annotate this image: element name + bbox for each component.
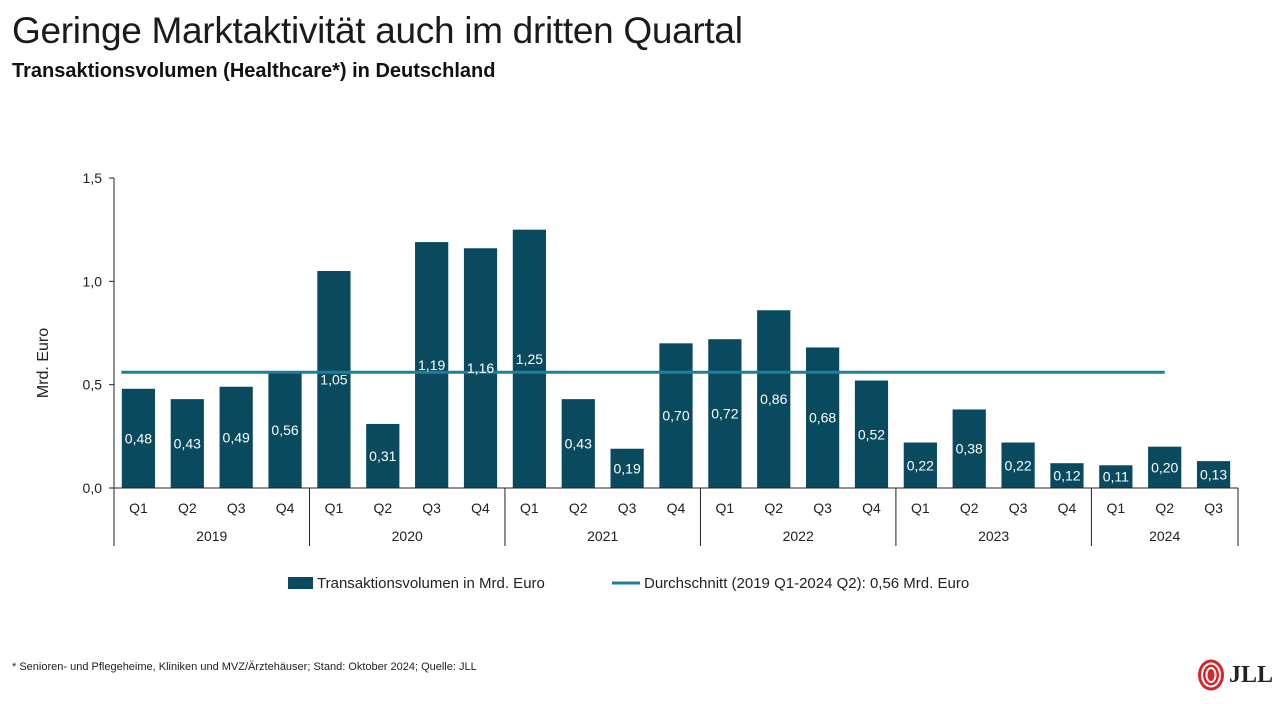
data-label: 0,48 [125, 430, 152, 446]
x-tick-label: Q4 [667, 500, 686, 516]
bar [1001, 442, 1035, 488]
x-tick-label: Q3 [227, 500, 246, 516]
data-label: 0,72 [711, 406, 738, 422]
bar [463, 248, 498, 488]
year-label: 2021 [587, 528, 618, 544]
bar [366, 423, 400, 488]
bar [512, 229, 547, 488]
data-label: 1,25 [516, 351, 543, 367]
logo-text: JLL [1229, 661, 1274, 688]
data-label: 0,13 [1200, 467, 1227, 483]
y-tick-label: 1,5 [83, 170, 103, 186]
jll-logo: JLL [1196, 658, 1273, 692]
jll-flame-logo-icon [1198, 659, 1224, 691]
bar [903, 442, 937, 488]
y-tick-label: 0,0 [83, 480, 103, 496]
year-label: 2019 [196, 528, 227, 544]
bar [1196, 461, 1231, 488]
data-label: 1,16 [467, 360, 494, 376]
x-tick-label: Q2 [569, 500, 588, 516]
year-label: 2020 [392, 528, 423, 544]
x-tick-label: Q1 [325, 500, 344, 516]
bar [1148, 446, 1182, 488]
data-label: 0,56 [271, 422, 298, 438]
year-label: 2023 [978, 528, 1009, 544]
data-label: 0,12 [1053, 468, 1080, 484]
x-tick-label: Q3 [422, 500, 441, 516]
x-tick-label: Q1 [716, 500, 735, 516]
x-tick-label: Q2 [960, 500, 979, 516]
x-tick-label: Q1 [129, 500, 148, 516]
x-tick-label: Q4 [1058, 500, 1077, 516]
x-tick-label: Q1 [1106, 500, 1125, 516]
data-label: 0,43 [565, 436, 592, 452]
x-tick-label: Q3 [1204, 500, 1223, 516]
bar-chart: 0,0 0,5 1,0 1,5 Mrd. Euro 0,48 0,43 0,49 0,56 1,0… [35, 170, 1239, 592]
y-tick-label: 0,5 [83, 377, 103, 393]
x-tick-label: Q2 [373, 500, 392, 516]
bar [952, 409, 986, 488]
x-tick-label: Q2 [764, 500, 783, 516]
bar [1099, 465, 1133, 488]
bar [561, 399, 595, 488]
page-subtitle: Transaktionsvolumen (Healthcare*) in Deu… [12, 60, 496, 82]
x-tick-label: Q4 [276, 500, 295, 516]
y-axis-label: Mrd. Euro [35, 328, 52, 398]
x-tick-label: Q3 [1009, 500, 1028, 516]
x-tick-label: Q3 [618, 500, 637, 516]
data-label: 0,70 [662, 408, 689, 424]
bar [659, 343, 693, 488]
data-label: 0,20 [1151, 459, 1178, 475]
x-tick-label: Q4 [862, 500, 881, 516]
year-label: 2022 [783, 528, 814, 544]
data-label: 0,43 [174, 436, 201, 452]
data-label: 0,86 [760, 391, 787, 407]
bar [317, 271, 351, 488]
data-label: 0,22 [1004, 457, 1031, 473]
x-tick-label: Q2 [178, 500, 197, 516]
y-tick-label: 1,0 [83, 273, 103, 289]
data-label: 0,31 [369, 448, 396, 464]
page-title: Geringe Marktaktivität auch im dritten Q… [12, 10, 743, 51]
data-label: 1,05 [320, 372, 347, 388]
bar [708, 339, 742, 488]
bar [1050, 463, 1084, 488]
bar [121, 388, 156, 488]
legend-bar-swatch [288, 577, 313, 589]
data-label: 0,49 [223, 429, 250, 445]
x-tick-label: Q2 [1155, 500, 1174, 516]
bar [268, 372, 302, 488]
data-label: 0,11 [1103, 469, 1129, 485]
year-label: 2024 [1149, 528, 1180, 544]
footnote: * Senioren- und Pflegeheime, Kliniken un… [12, 661, 477, 673]
legend-line-label: Durchschnitt (2019 Q1-2024 Q2): 0,56 Mrd… [644, 575, 969, 592]
bar [219, 386, 253, 488]
x-tick-label: Q4 [471, 500, 490, 516]
data-label: 0,38 [956, 441, 983, 457]
data-label: 0,52 [858, 426, 885, 442]
x-tick-label: Q1 [911, 500, 930, 516]
bar [757, 310, 791, 488]
data-label: 0,19 [614, 460, 641, 476]
legend-bar-label: Transaktionsvolumen in Mrd. Euro [317, 575, 545, 592]
bar [854, 380, 889, 488]
bar [170, 399, 204, 488]
data-label: 0,22 [907, 457, 934, 473]
bar [415, 242, 449, 488]
data-label: 1,19 [418, 357, 445, 373]
x-tick-label: Q3 [813, 500, 832, 516]
x-tick-label: Q1 [520, 500, 539, 516]
bar [610, 448, 644, 488]
data-label: 0,68 [809, 410, 836, 426]
